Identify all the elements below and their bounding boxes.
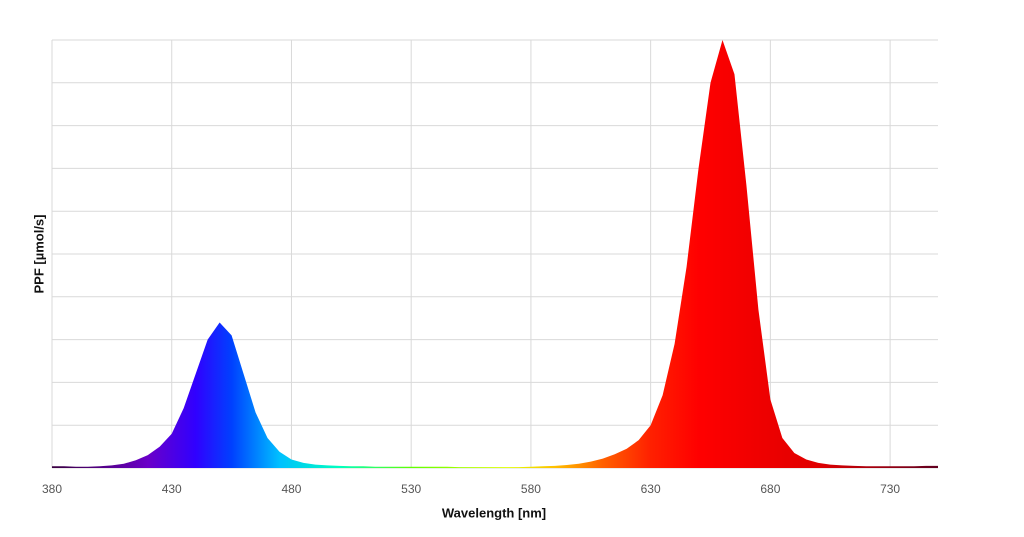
x-tick-label: 680 <box>760 482 780 496</box>
x-tick-label: 380 <box>42 482 62 496</box>
x-tick-label: 430 <box>162 482 182 496</box>
x-tick-label: 480 <box>281 482 301 496</box>
y-axis-label: PPF [µmol/s] <box>31 215 46 294</box>
x-tick-label: 730 <box>880 482 900 496</box>
x-tick-label: 630 <box>641 482 661 496</box>
x-tick-label: 580 <box>521 482 541 496</box>
x-axis-label: Wavelength [nm] <box>442 505 546 520</box>
spectrum-area <box>52 40 938 468</box>
x-tick-label: 530 <box>401 482 421 496</box>
